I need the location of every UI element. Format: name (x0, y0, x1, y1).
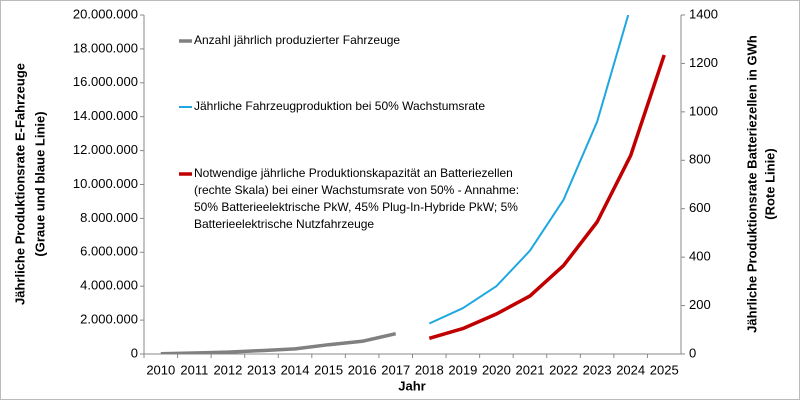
y2-tick-label: 600 (689, 200, 711, 215)
y2-axis-title: (Rote Linie) (762, 148, 777, 220)
x-tick-label: 2024 (616, 362, 645, 377)
x-tick-label: 2017 (381, 362, 410, 377)
y2-axis-title: Jährliche Produktionsrate Batteriezellen… (744, 35, 759, 333)
x-axis-title: Jahr (398, 378, 425, 393)
y2-tick-label: 200 (689, 297, 711, 312)
y-tick-label: 6.000.000 (80, 244, 138, 259)
legend-label: Jährliche Fahrzeugproduktion bei 50% Wac… (194, 99, 486, 113)
y2-tick-label: 1400 (689, 6, 718, 21)
x-tick-label: 2023 (583, 362, 612, 377)
x-tick-label: 2019 (448, 362, 477, 377)
y-tick-label: 20.000.000 (73, 6, 138, 21)
x-tick-label: 2010 (146, 362, 175, 377)
x-tick-label: 2013 (247, 362, 276, 377)
y2-tick-label: 800 (689, 152, 711, 167)
y-tick-label: 4.000.000 (80, 278, 138, 293)
y2-tick-label: 1000 (689, 103, 718, 118)
x-tick-label: 2018 (415, 362, 444, 377)
series-line (428, 54, 666, 340)
x-tick-label: 2022 (549, 362, 578, 377)
x-tick-label: 2011 (180, 362, 208, 377)
x-tick-label: 2016 (348, 362, 377, 377)
x-tick-label: 2015 (314, 362, 343, 377)
y2-tick-label: 400 (689, 249, 711, 264)
y-tick-label: 16.000.000 (73, 74, 138, 89)
x-tick-label: 2012 (213, 362, 242, 377)
x-tick-label: 2021 (516, 362, 545, 377)
y-axis-title: Jährliche Produktionsrate E-Fahrzeuge (12, 63, 27, 305)
y2-tick-label: 1200 (689, 55, 718, 70)
legend-label: Anzahl jährlich produzierter Fahrzeuge (194, 33, 401, 47)
y-tick-label: 2.000.000 (80, 312, 138, 327)
y-tick-label: 14.000.000 (73, 108, 138, 123)
x-tick-label: 2025 (650, 362, 679, 377)
y-axis-title: (Graue und blaue Linie) (32, 111, 47, 256)
series-line (160, 331, 397, 354)
y-tick-label: 10.000.000 (73, 176, 138, 191)
y-tick-label: 18.000.000 (73, 40, 138, 55)
y-tick-label: 12.000.000 (73, 142, 138, 157)
series-line (428, 15, 630, 325)
x-tick-label: 2014 (281, 362, 310, 377)
y2-tick-label: 0 (689, 345, 696, 360)
y-tick-label: 0 (131, 345, 138, 360)
x-tick-label: 2020 (482, 362, 511, 377)
y-tick-label: 8.000.000 (80, 210, 138, 225)
legend-label: Notwendige jährliche Produktionskapazitä… (194, 166, 520, 231)
